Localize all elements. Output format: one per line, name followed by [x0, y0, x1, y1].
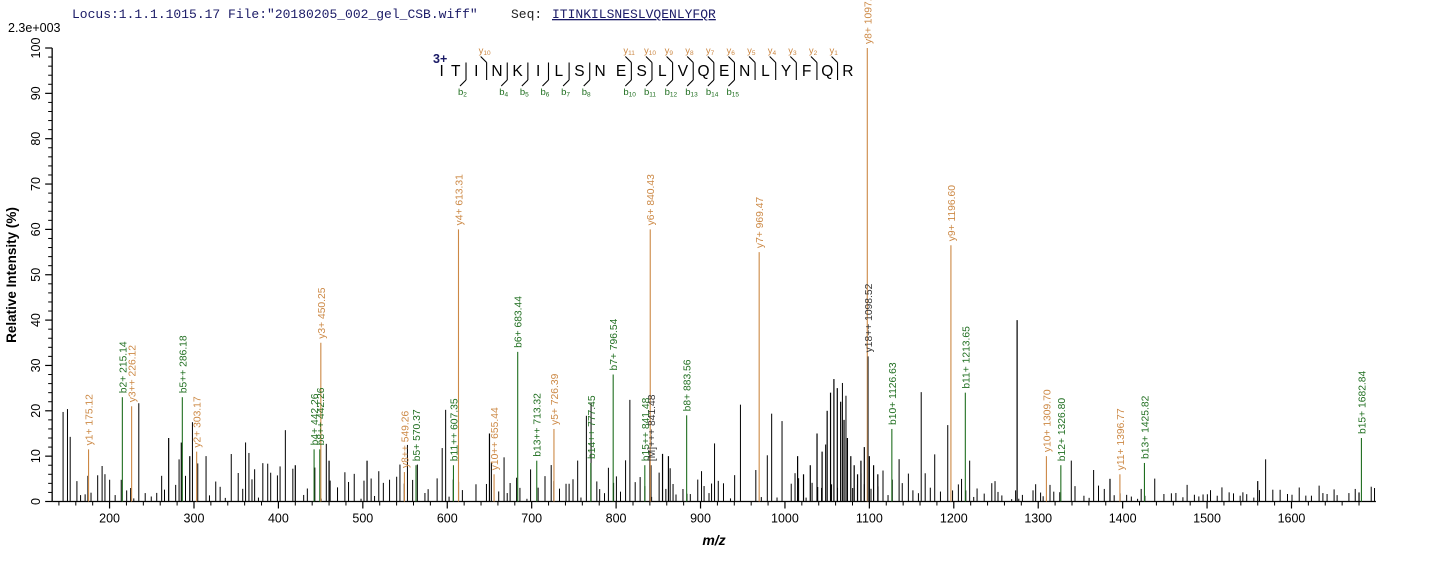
svg-text:y11+ 1396.77: y11+ 1396.77 — [1116, 408, 1127, 470]
svg-text:b8+ 883.56: b8+ 883.56 — [683, 359, 694, 411]
svg-text:90: 90 — [29, 86, 43, 100]
svg-text:50: 50 — [29, 268, 43, 282]
svg-text:L: L — [761, 63, 770, 80]
svg-text:1000: 1000 — [771, 512, 799, 526]
svg-text:20: 20 — [29, 404, 43, 418]
svg-text:ITINKILSNESLVQENLYFQR: ITINKILSNESLVQENLYFQR — [552, 7, 716, 22]
svg-text:y3++ 226.12: y3++ 226.12 — [128, 345, 139, 403]
svg-text:Locus:1.1.1.1015.17 File:"2018: Locus:1.1.1.1015.17 File:"20180205_002_g… — [72, 7, 478, 22]
svg-text:y8+ 1097.54: y8+ 1097.54 — [863, 0, 874, 44]
svg-text:y8++ 549.26: y8++ 549.26 — [400, 410, 411, 468]
svg-text:N: N — [594, 63, 605, 80]
svg-text:R: R — [842, 63, 853, 80]
svg-text:40: 40 — [29, 313, 43, 327]
svg-text:y9+ 1196.60: y9+ 1196.60 — [947, 185, 958, 241]
svg-text:S: S — [574, 63, 584, 80]
svg-text:b10+ 1126.63: b10+ 1126.63 — [888, 362, 899, 425]
svg-text:Relative Intensity (%): Relative Intensity (%) — [4, 207, 19, 343]
svg-text:y5+ 726.39: y5+ 726.39 — [550, 373, 561, 425]
svg-text:b14++ 777.45: b14++ 777.45 — [587, 395, 598, 459]
svg-text:500: 500 — [352, 512, 373, 526]
svg-text:1600: 1600 — [1278, 512, 1306, 526]
svg-text:b5+ 570.37: b5+ 570.37 — [412, 409, 423, 461]
svg-text:I: I — [536, 63, 540, 80]
svg-text:1200: 1200 — [940, 512, 968, 526]
svg-text:[M]+++ 841.48: [M]+++ 841.48 — [647, 394, 658, 461]
svg-text:S: S — [636, 63, 646, 80]
svg-text:60: 60 — [29, 222, 43, 236]
svg-text:30: 30 — [29, 358, 43, 372]
svg-text:10: 10 — [29, 449, 43, 463]
svg-text:b7+ 796.54: b7+ 796.54 — [609, 318, 620, 370]
svg-text:E: E — [719, 63, 729, 80]
svg-text:70: 70 — [29, 177, 43, 191]
svg-text:V: V — [678, 63, 689, 80]
svg-text:I: I — [474, 63, 478, 80]
svg-text:T: T — [451, 63, 461, 80]
svg-text:L: L — [658, 63, 667, 80]
svg-text:b12+ 1326.80: b12+ 1326.80 — [1057, 398, 1068, 462]
svg-text:300: 300 — [184, 512, 205, 526]
svg-text:y10++ 655.44: y10++ 655.44 — [490, 407, 501, 470]
svg-text:1100: 1100 — [856, 512, 883, 526]
svg-text:100: 100 — [29, 38, 43, 59]
svg-text:800: 800 — [606, 512, 627, 526]
svg-text:y3+ 450.25: y3+ 450.25 — [317, 287, 328, 339]
svg-text:b11+ 1213.65: b11+ 1213.65 — [961, 326, 972, 389]
svg-text:N: N — [491, 63, 502, 80]
svg-text:N: N — [739, 63, 750, 80]
svg-text:1500: 1500 — [1193, 512, 1221, 526]
svg-text:y6+ 840.43: y6+ 840.43 — [646, 174, 657, 226]
svg-text:600: 600 — [437, 512, 458, 526]
svg-text:Seq:: Seq: — [511, 7, 542, 22]
svg-text:L: L — [554, 63, 563, 80]
svg-text:y1+ 175.12: y1+ 175.12 — [85, 394, 96, 446]
svg-text:b6+ 683.44: b6+ 683.44 — [514, 296, 525, 348]
svg-text:2.3e+003: 2.3e+003 — [8, 21, 61, 35]
svg-text:400: 400 — [268, 512, 289, 526]
svg-text:b13++ 713.32: b13++ 713.32 — [533, 393, 544, 457]
svg-text:F: F — [802, 63, 811, 80]
svg-text:700: 700 — [521, 512, 542, 526]
svg-text:b5++ 286.18: b5++ 286.18 — [178, 335, 189, 393]
svg-text:b13+ 1425.82: b13+ 1425.82 — [1140, 395, 1151, 459]
svg-text:900: 900 — [690, 512, 711, 526]
svg-text:E: E — [616, 63, 626, 80]
svg-text:y18++ 1098.52: y18++ 1098.52 — [864, 283, 875, 352]
svg-text:b8++ 442.26: b8++ 442.26 — [316, 387, 327, 445]
svg-text:K: K — [512, 63, 523, 80]
svg-text:y2+ 303.17: y2+ 303.17 — [193, 396, 204, 448]
svg-text:b15+ 1682.84: b15+ 1682.84 — [1357, 370, 1368, 434]
svg-text:Q: Q — [821, 63, 833, 80]
svg-text:1300: 1300 — [1024, 512, 1052, 526]
svg-text:m/z: m/z — [702, 532, 725, 548]
svg-text:y4+ 613.31: y4+ 613.31 — [454, 174, 465, 226]
svg-text:I: I — [440, 63, 444, 80]
svg-text:Q: Q — [697, 63, 709, 80]
svg-text:y7+ 969.47: y7+ 969.47 — [755, 197, 766, 249]
svg-text:b11++ 607.35: b11++ 607.35 — [449, 398, 460, 461]
svg-text:200: 200 — [99, 512, 120, 526]
svg-text:Y: Y — [781, 63, 791, 80]
svg-text:0: 0 — [29, 498, 43, 505]
svg-text:y10+ 1309.70: y10+ 1309.70 — [1042, 389, 1053, 452]
svg-text:80: 80 — [29, 132, 43, 146]
svg-text:1400: 1400 — [1109, 512, 1137, 526]
